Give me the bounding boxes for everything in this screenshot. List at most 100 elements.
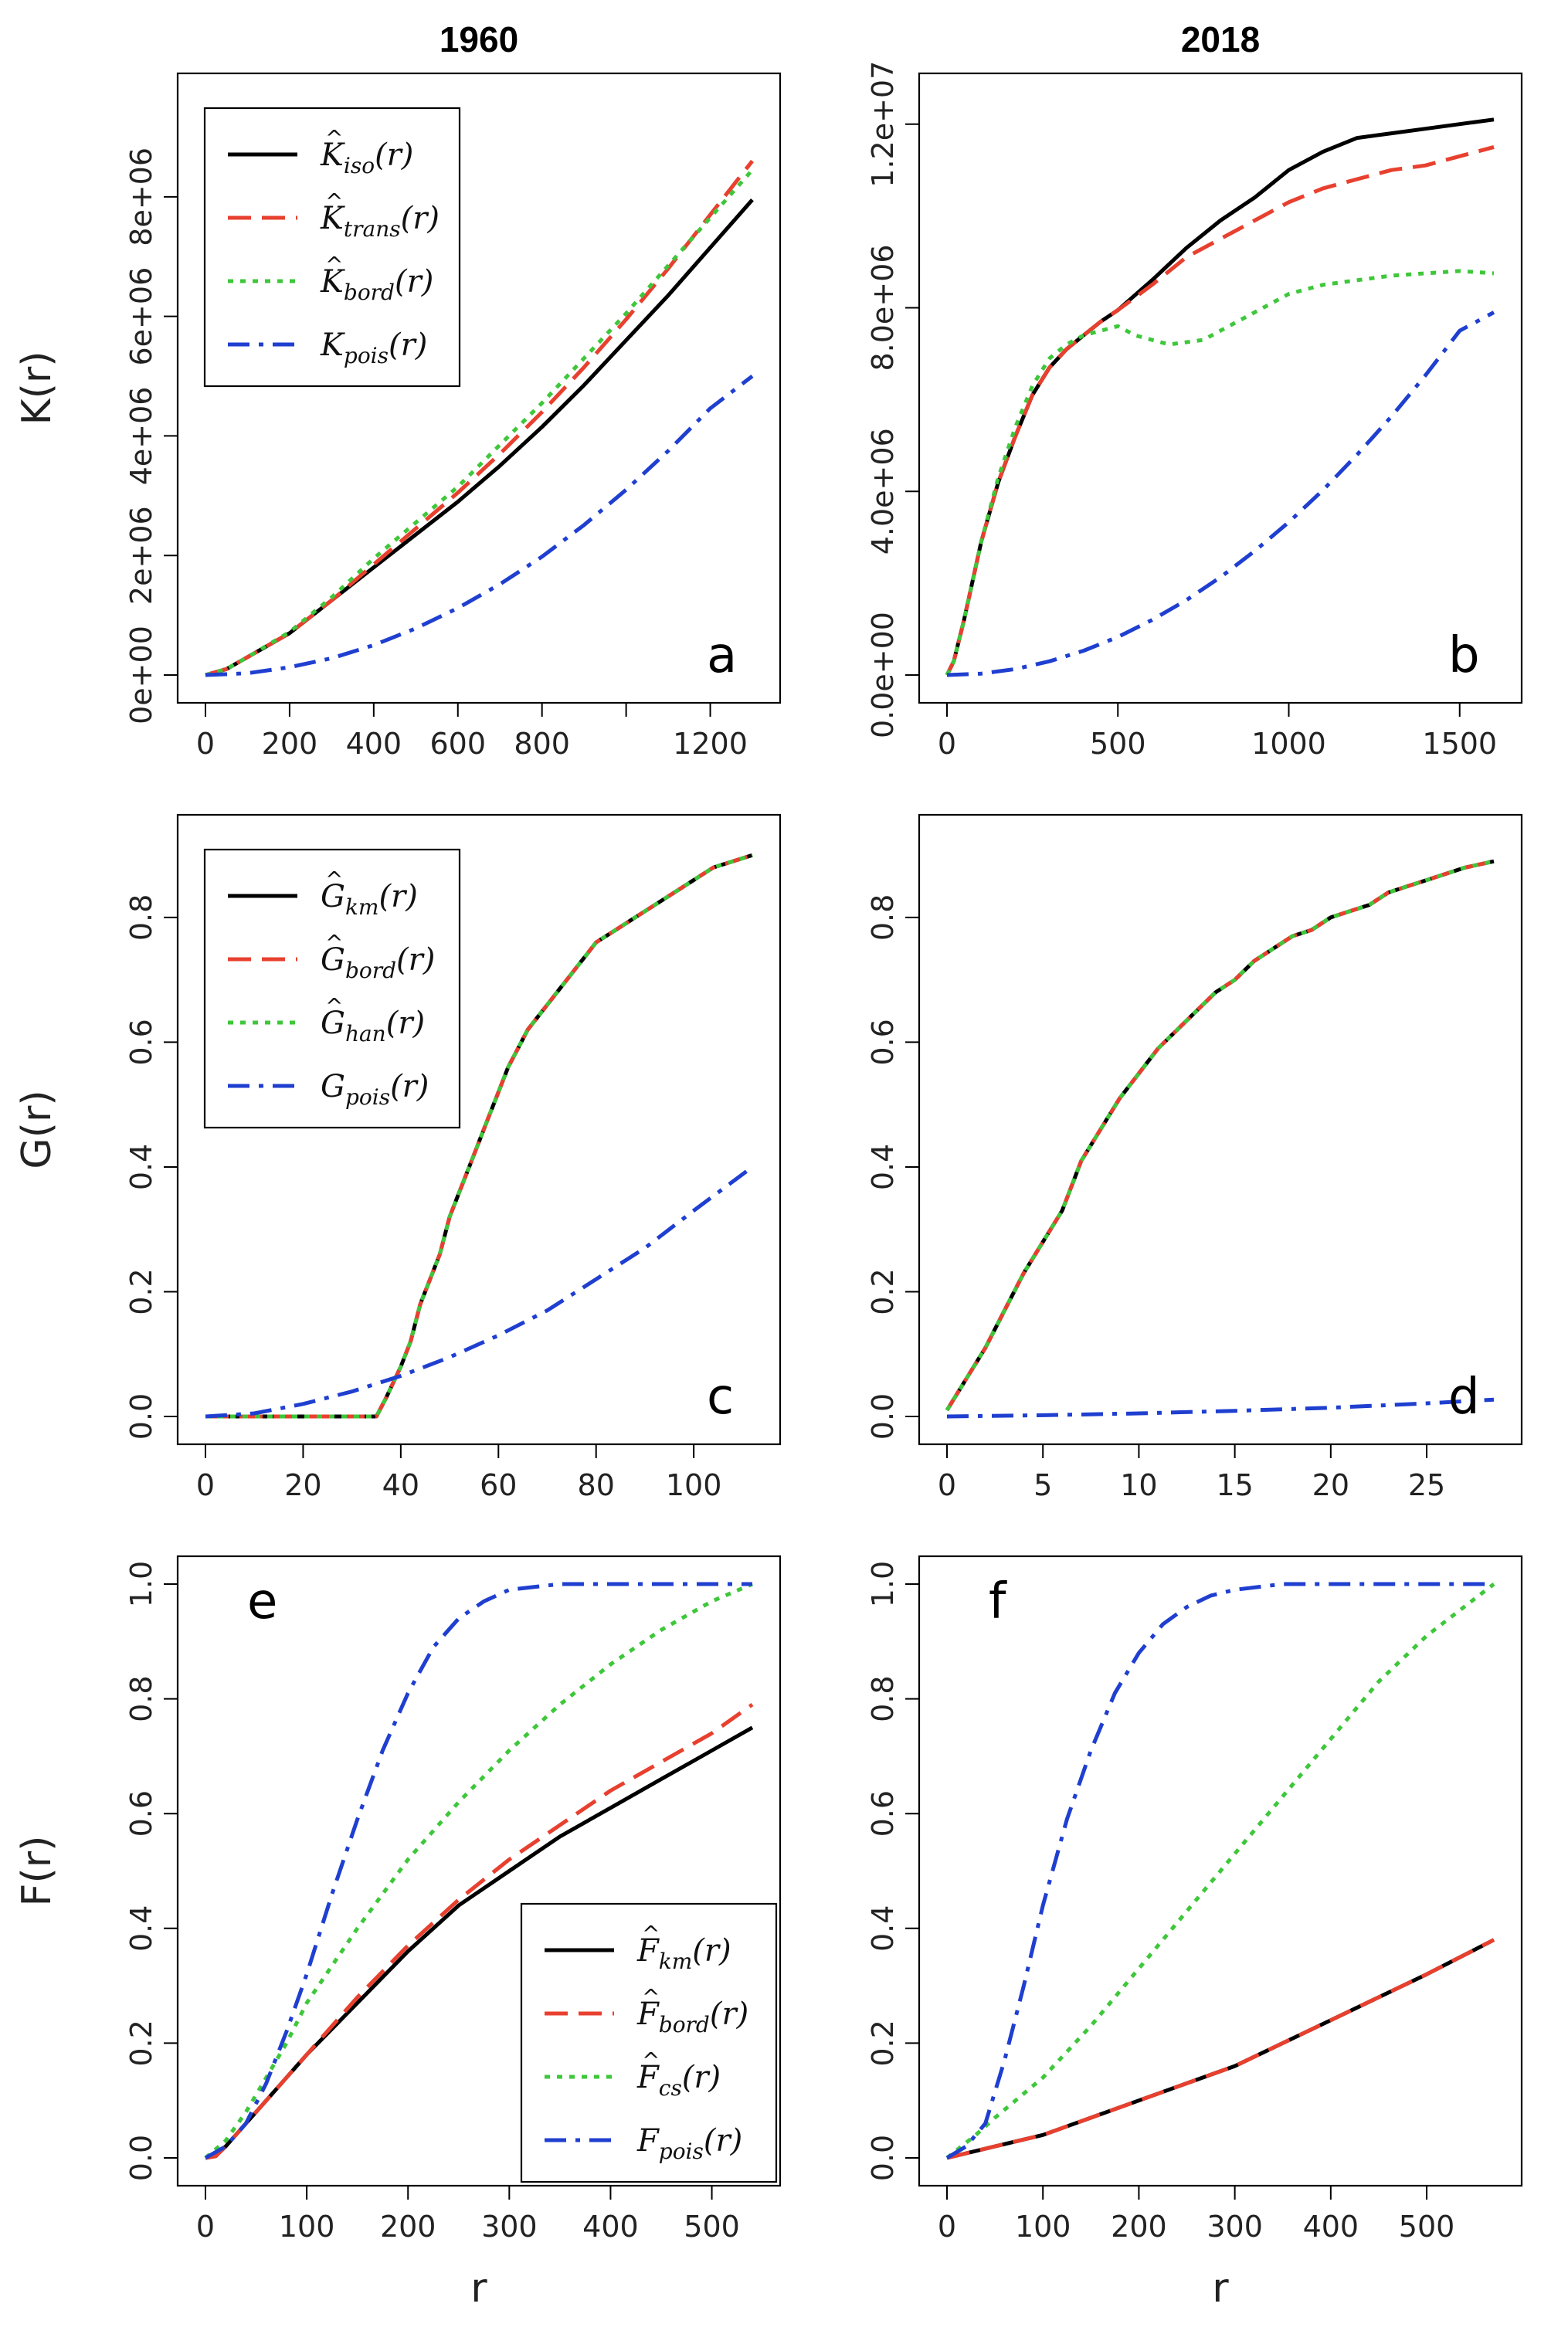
legend-label: Ktrans(r) — [320, 201, 440, 242]
legend-hat: ^ — [325, 188, 343, 214]
legend: ^Fkm(r)^Fbord(r)^Fcs(r)Fpois(r) — [520, 1902, 778, 2183]
y-axis-label: F(r) — [14, 1836, 60, 1907]
legend-label: Kpois(r) — [320, 327, 427, 368]
panel-letter: e — [247, 1573, 277, 1630]
series-line-k-bord — [945, 269, 1495, 677]
plot-frame — [918, 813, 1523, 1446]
x-tick-label: 0 — [196, 727, 215, 761]
x-tick-label: 500 — [1090, 727, 1146, 761]
x-tick-label: 1000 — [1251, 727, 1326, 761]
panel-d: 0 5 10 15 20 25 0.0 0.2 0.4 0.6 0.8 d — [866, 813, 1523, 1502]
x-tick-label: 800 — [514, 727, 570, 761]
legend-hat: ^ — [642, 2047, 660, 2073]
y-tick-label: 6e+06 — [124, 267, 158, 366]
series-line-f-cs — [945, 1583, 1495, 2159]
y-tick-label: 0.6 — [866, 1019, 900, 1065]
y-tick-label: 0.4 — [866, 1905, 900, 1952]
y-axis-label: K(r) — [14, 351, 60, 425]
x-tick-label: 500 — [684, 2210, 740, 2244]
legend-label: Fbord(r) — [636, 1996, 748, 2037]
series-line-g-bord — [945, 859, 1495, 1412]
panel-letter: c — [707, 1369, 734, 1426]
x-tick-label: 300 — [1207, 2210, 1263, 2244]
series-line-f-cs — [204, 1582, 753, 2159]
y-tick-label: 0.0 — [124, 2135, 158, 2181]
series-line-k-pois — [205, 375, 754, 677]
panel-letter: b — [1448, 627, 1480, 684]
plot-frame — [918, 72, 1523, 704]
legend-label: Kiso(r) — [320, 137, 413, 178]
x-tick-label: 20 — [1312, 1468, 1349, 1502]
x-tick-label: 400 — [582, 2210, 639, 2244]
series-line-k-iso — [945, 117, 1495, 677]
series-line-k-pois — [946, 310, 1495, 677]
y-axis-label: G(r) — [14, 1090, 60, 1169]
x-tick-label: 200 — [262, 727, 318, 761]
y-tick-label: 0e+00 — [124, 626, 158, 724]
x-tick-label: 10 — [1120, 1468, 1157, 1502]
x-tick-label: 0 — [938, 727, 956, 761]
y-tick-label: 1.2e+07 — [866, 61, 900, 188]
series-line-f-bord — [205, 1702, 754, 2160]
series-line-f-pois — [945, 1582, 1494, 2160]
y-tick-label: 0.0 — [866, 2135, 900, 2181]
legend: ^Gkm(r)^Gbord(r)^Ghan(r)Gpois(r) — [203, 848, 461, 1129]
legend-label: Fcs(r) — [636, 2060, 721, 2101]
x-tick-label: 200 — [1111, 2210, 1167, 2244]
y-tick-label: 0.8 — [866, 1675, 900, 1722]
x-tick-label: 300 — [481, 2210, 538, 2244]
panel-letter: a — [707, 627, 737, 684]
series-line-k-trans — [205, 159, 754, 677]
x-tick-label: 0 — [938, 1468, 956, 1502]
y-tick-label: 1.0 — [866, 1561, 900, 1607]
legend-hat: ^ — [642, 1921, 660, 1946]
x-tick-label: 200 — [380, 2210, 436, 2244]
y-tick-label: 0.8 — [866, 894, 900, 941]
x-tick-label: 15 — [1216, 1468, 1253, 1502]
legend-hat: ^ — [325, 993, 343, 1019]
legend-label: Gkm(r) — [321, 879, 418, 920]
legend-label: Gpois(r) — [321, 1069, 429, 1110]
x-tick-label: 25 — [1408, 1468, 1445, 1502]
series-line-g-pois — [205, 1165, 754, 1419]
y-tick-label: 0.4 — [124, 1905, 158, 1952]
y-tick-label: 1.0 — [124, 1561, 158, 1607]
y-tick-label: 0.4 — [124, 1144, 158, 1190]
series-line-k-bord — [205, 168, 754, 677]
y-tick-label: 0.6 — [866, 1790, 900, 1837]
y-tick-label: 8e+06 — [124, 148, 158, 246]
panel-c: 0 20 40 60 80 1000.00.20.40.60.8cG(r)^Gkm(r)^… — [14, 813, 782, 1502]
y-tick-label: 0.2 — [866, 1268, 900, 1315]
legend-label: Fkm(r) — [636, 1933, 731, 1974]
y-tick-label: 2e+06 — [124, 506, 158, 605]
panel-e: 0 100 200 300 400 500 0.0 0.2 0.4 0.6 0.8 1.0 e F(r) r… — [14, 1555, 782, 2312]
x-tick-label: 1500 — [1422, 727, 1497, 761]
y-tick-label: 0.2 — [124, 2020, 158, 2066]
panel-letter: f — [989, 1573, 1007, 1630]
x-tick-label: 100 — [666, 1468, 722, 1502]
series-line-g-pois — [946, 1397, 1495, 1419]
legend-hat: ^ — [325, 867, 343, 892]
series-line-k-trans — [945, 144, 1495, 677]
y-tick-label: 0.6 — [124, 1019, 158, 1065]
y-tick-label: 0.8 — [124, 1675, 158, 1722]
series-line-f-bord — [946, 1938, 1495, 2160]
y-tick-label: 0.2 — [866, 2020, 900, 2066]
legend-hat: ^ — [325, 930, 343, 955]
y-tick-label: 8.0e+06 — [866, 244, 900, 371]
x-tick-label: 100 — [279, 2210, 335, 2244]
x-tick-label: 60 — [480, 1468, 517, 1502]
series-line-f-km — [946, 1938, 1495, 2160]
x-tick-label: 0 — [938, 2210, 956, 2244]
x-tick-label: 20 — [284, 1468, 321, 1502]
legend-hat: ^ — [325, 125, 343, 151]
x-tick-label: 80 — [578, 1468, 615, 1502]
legend-label: Gbord(r) — [321, 942, 435, 983]
x-tick-label: 1200 — [673, 727, 748, 761]
x-tick-label: 400 — [346, 727, 402, 761]
x-tick-label: 5 — [1033, 1468, 1052, 1502]
panel-a: 0 200 400 600 800 1200 0e+00 2e+06 4e+06 6e+06 8e+… — [14, 19, 782, 761]
x-tick-label: 0 — [196, 2210, 215, 2244]
y-tick-label: 0.0 — [866, 1393, 900, 1440]
